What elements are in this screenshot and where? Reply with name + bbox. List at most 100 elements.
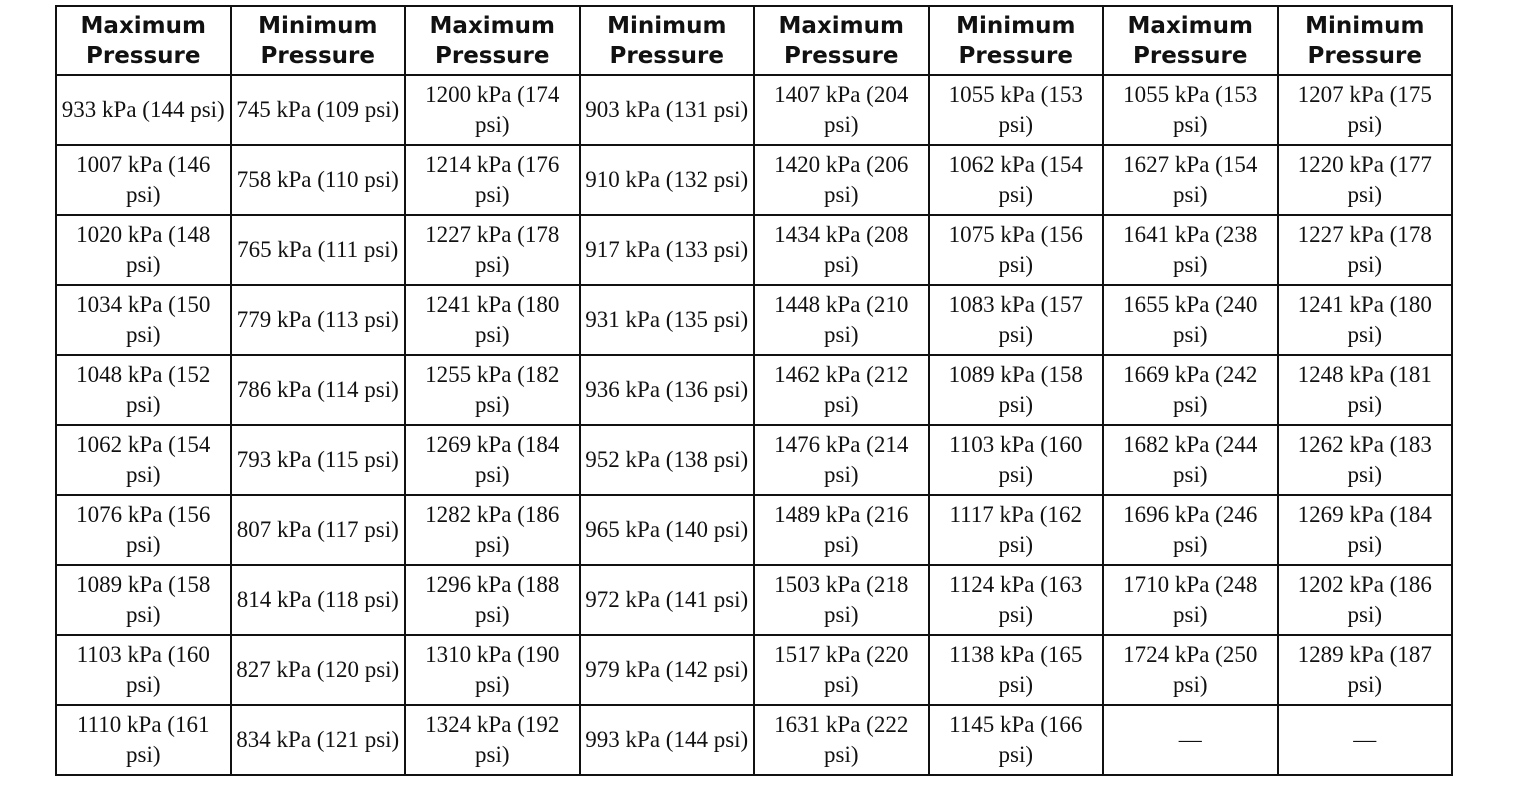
table-cell: 1117 kPa (162 psi)	[927, 494, 1104, 566]
table-cell: 1248 kPa (181 psi)	[1276, 354, 1453, 426]
table-cell: 1103 kPa (160 psi)	[927, 424, 1104, 496]
table-cell: 1202 kPa (186 psi)	[1276, 564, 1453, 636]
table-cell: 1020 kPa (148 psi)	[55, 214, 232, 286]
table-cell: 1289 kPa (187 psi)	[1276, 634, 1453, 706]
table-cell: 1282 kPa (186 psi)	[404, 494, 581, 566]
table-cell: 1269 kPa (184 psi)	[404, 424, 581, 496]
table-row: 1110 kPa (161 psi) 834 kPa (121 psi) 1324 …	[55, 704, 1453, 776]
table-cell: 786 kPa (114 psi)	[229, 354, 406, 426]
table-cell: 1089 kPa (158 psi)	[927, 354, 1104, 426]
table-cell: 1089 kPa (158 psi)	[55, 564, 232, 636]
table-cell: 931 kPa (135 psi)	[578, 284, 755, 356]
table-cell: 1200 kPa (174 psi)	[404, 74, 581, 146]
table-cell: 1434 kPa (208 psi)	[753, 214, 930, 286]
table-cell: 1682 kPa (244 psi)	[1102, 424, 1279, 496]
table-cell: 1310 kPa (190 psi)	[404, 634, 581, 706]
table-cell: 979 kPa (142 psi)	[578, 634, 755, 706]
table-cell: 1138 kPa (165 psi)	[927, 634, 1104, 706]
table-cell: 1669 kPa (242 psi)	[1102, 354, 1279, 426]
header-cell: Minimum Pressure	[1276, 5, 1453, 76]
table-row: 1007 kPa (146 psi) 758 kPa (110 psi) 1214 …	[55, 144, 1453, 216]
table-cell: 1083 kPa (157 psi)	[927, 284, 1104, 356]
table-cell: 834 kPa (121 psi)	[229, 704, 406, 776]
table-cell: 793 kPa (115 psi)	[229, 424, 406, 496]
table-cell: 1476 kPa (214 psi)	[753, 424, 930, 496]
table-row: 1034 kPa (150 psi) 779 kPa (113 psi) 1241 …	[55, 284, 1453, 356]
table-cell: 1489 kPa (216 psi)	[753, 494, 930, 566]
table-cell: 910 kPa (132 psi)	[578, 144, 755, 216]
header-cell: Minimum Pressure	[578, 5, 755, 76]
table-cell: 1103 kPa (160 psi)	[55, 634, 232, 706]
header-cell: Maximum Pressure	[1102, 5, 1279, 76]
table-cell: 827 kPa (120 psi)	[229, 634, 406, 706]
table-cell: 952 kPa (138 psi)	[578, 424, 755, 496]
header-cell: Maximum Pressure	[404, 5, 581, 76]
table-cell: 1055 kPa (153 psi)	[927, 74, 1104, 146]
table-cell: 1517 kPa (220 psi)	[753, 634, 930, 706]
table-cell: 965 kPa (140 psi)	[578, 494, 755, 566]
table-cell: 1420 kPa (206 psi)	[753, 144, 930, 216]
header-row: Maximum Pressure Minimum Pressure Maximum …	[55, 5, 1453, 76]
table-cell: 1227 kPa (178 psi)	[1276, 214, 1453, 286]
table-cell: 1324 kPa (192 psi)	[404, 704, 581, 776]
table-cell: 1255 kPa (182 psi)	[404, 354, 581, 426]
table-row: 1076 kPa (156 psi) 807 kPa (117 psi) 1282 …	[55, 494, 1453, 566]
table-cell: 1062 kPa (154 psi)	[927, 144, 1104, 216]
table-cell: 765 kPa (111 psi)	[229, 214, 406, 286]
table-cell: 1124 kPa (163 psi)	[927, 564, 1104, 636]
table-cell: 1076 kPa (156 psi)	[55, 494, 232, 566]
table-cell: 1448 kPa (210 psi)	[753, 284, 930, 356]
table-cell: 1145 kPa (166 psi)	[927, 704, 1104, 776]
table-cell: 972 kPa (141 psi)	[578, 564, 755, 636]
table-cell: 1034 kPa (150 psi)	[55, 284, 232, 356]
table-cell: 1627 kPa (154 psi)	[1102, 144, 1279, 216]
table-cell: 1641 kPa (238 psi)	[1102, 214, 1279, 286]
table-cell: 1724 kPa (250 psi)	[1102, 634, 1279, 706]
table-cell: 903 kPa (131 psi)	[578, 74, 755, 146]
table-cell: 1227 kPa (178 psi)	[404, 214, 581, 286]
table-cell: 1207 kPa (175 psi)	[1276, 74, 1453, 146]
table-cell: 1462 kPa (212 psi)	[753, 354, 930, 426]
header-cell: Maximum Pressure	[753, 5, 930, 76]
table-row: 1089 kPa (158 psi) 814 kPa (118 psi) 1296 …	[55, 564, 1453, 636]
table-row: 933 kPa (144 psi) 745 kPa (109 psi) 1200 k…	[55, 74, 1453, 146]
table-cell: 745 kPa (109 psi)	[229, 74, 406, 146]
table-cell: 933 kPa (144 psi)	[55, 74, 232, 146]
table-cell: 936 kPa (136 psi)	[578, 354, 755, 426]
table-cell: 1055 kPa (153 psi)	[1102, 74, 1279, 146]
header-cell: Minimum Pressure	[927, 5, 1104, 76]
table-cell: 779 kPa (113 psi)	[229, 284, 406, 356]
table-cell: 1075 kPa (156 psi)	[927, 214, 1104, 286]
table-cell: 1696 kPa (246 psi)	[1102, 494, 1279, 566]
header-cell: Minimum Pressure	[229, 5, 406, 76]
table-cell: 1655 kPa (240 psi)	[1102, 284, 1279, 356]
table-row: 1020 kPa (148 psi) 765 kPa (111 psi) 1227 …	[55, 214, 1453, 286]
table-cell: 1110 kPa (161 psi)	[55, 704, 232, 776]
table-cell: 1214 kPa (176 psi)	[404, 144, 581, 216]
table-row: 1048 kPa (152 psi) 786 kPa (114 psi) 1255 …	[55, 354, 1453, 426]
table-cell: 814 kPa (118 psi)	[229, 564, 406, 636]
table-cell: 1220 kPa (177 psi)	[1276, 144, 1453, 216]
header-cell: Maximum Pressure	[55, 5, 232, 76]
table-cell: 807 kPa (117 psi)	[229, 494, 406, 566]
table-cell: 1631 kPa (222 psi)	[753, 704, 930, 776]
table-cell: 1062 kPa (154 psi)	[55, 424, 232, 496]
table-cell: 993 kPa (144 psi)	[578, 704, 755, 776]
table-cell: —	[1102, 704, 1279, 776]
table-cell: 1241 kPa (180 psi)	[404, 284, 581, 356]
table-cell: 1296 kPa (188 psi)	[404, 564, 581, 636]
table-cell: 1241 kPa (180 psi)	[1276, 284, 1453, 356]
table-cell: —	[1276, 704, 1453, 776]
table-cell: 1269 kPa (184 psi)	[1276, 494, 1453, 566]
table-row: 1103 kPa (160 psi) 827 kPa (120 psi) 1310 …	[55, 634, 1453, 706]
pressure-table: Maximum Pressure Minimum Pressure Maximum …	[55, 5, 1453, 776]
table-cell: 1503 kPa (218 psi)	[753, 564, 930, 636]
table-cell: 758 kPa (110 psi)	[229, 144, 406, 216]
table-row: 1062 kPa (154 psi) 793 kPa (115 psi) 1269 …	[55, 424, 1453, 496]
table-cell: 1007 kPa (146 psi)	[55, 144, 232, 216]
table-cell: 1048 kPa (152 psi)	[55, 354, 232, 426]
table-body: 933 kPa (144 psi) 745 kPa (109 psi) 1200 k…	[55, 74, 1453, 776]
table-cell: 1262 kPa (183 psi)	[1276, 424, 1453, 496]
table-cell: 917 kPa (133 psi)	[578, 214, 755, 286]
